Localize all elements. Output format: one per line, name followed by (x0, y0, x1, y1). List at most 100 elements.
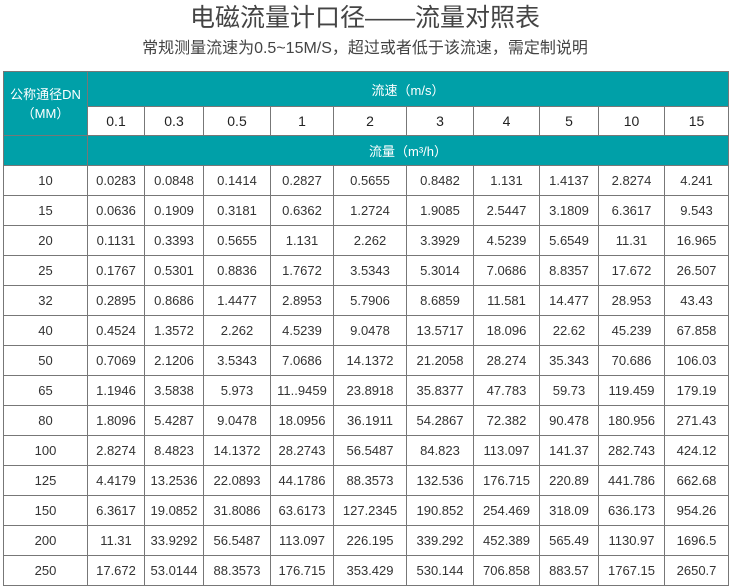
flow-cell: 0.7069 (87, 345, 145, 376)
flow-cell: 6.3617 (598, 195, 665, 226)
flow-cell: 53.0144 (144, 555, 204, 586)
flow-cell: 0.1909 (144, 195, 204, 226)
flow-cell: 17.672 (598, 255, 665, 286)
flow-cell: 35.8377 (406, 375, 474, 406)
flow-cell: 113.097 (473, 435, 540, 466)
flow-cell: 59.73 (539, 375, 599, 406)
flow-cell: 1.131 (473, 165, 540, 196)
velocity-cell: 1 (270, 106, 334, 136)
table-row: 65 1.1946 3.5838 5.973 11..9459 23.8918 35.837… (3, 375, 730, 406)
page-title: 电磁流量计口径——流量对照表 (189, 4, 540, 32)
flow-table: 公称通径DN （MM） 流速（m/s） 0.1 0.3 0.5 1 2 3 4 5 10 15 流… (3, 71, 730, 586)
dn-cell: 10 (3, 165, 88, 196)
flow-cell: 0.8686 (144, 285, 204, 316)
velocity-cell: 4 (473, 106, 540, 136)
flow-cell: 18.0956 (270, 405, 334, 436)
dn-cell: 15 (3, 195, 88, 226)
flow-cell: 954.26 (663, 495, 730, 526)
flow-cell: 54.2867 (406, 405, 474, 436)
dn-cell: 25 (3, 255, 88, 286)
flow-cell: 424.12 (663, 435, 730, 466)
flow-cell: 1.8096 (87, 405, 145, 436)
flow-cell: 106.03 (663, 345, 730, 376)
flow-cell: 36.1911 (333, 405, 407, 436)
table-row: 40 0.4524 1.3572 2.262 4.5239 9.0478 13.5717 18… (3, 315, 730, 346)
flow-cell: 70.686 (598, 345, 665, 376)
flow-header-blank (3, 135, 88, 166)
velocity-cell: 10 (598, 106, 665, 136)
flow-cell: 2.5447 (473, 195, 540, 226)
flow-cell: 180.956 (598, 405, 665, 436)
flow-cell: 4.241 (663, 165, 730, 196)
flow-cell: 33.9292 (144, 525, 204, 556)
flow-cell: 7.0686 (270, 345, 334, 376)
dn-cell: 50 (3, 345, 88, 376)
dn-cell: 40 (3, 315, 88, 346)
flow-cell: 441.786 (598, 465, 665, 496)
flow-cell: 21.2058 (406, 345, 474, 376)
flow-cell: 282.743 (598, 435, 665, 466)
flow-cell: 1767.15 (598, 555, 665, 586)
table-row: 250 17.672 53.0144 88.3573 176.715 353.429 530… (3, 555, 730, 586)
velocity-cell: 0.5 (203, 106, 271, 136)
flow-cell: 339.292 (406, 525, 474, 556)
flow-cell: 90.478 (539, 405, 599, 436)
flow-cell: 2.8953 (270, 285, 334, 316)
flow-cell: 5.6549 (539, 225, 599, 256)
dn-cell: 150 (3, 495, 88, 526)
flow-cell: 0.5655 (333, 165, 407, 196)
velocity-cell: 0.3 (144, 106, 204, 136)
velocity-cell: 3 (406, 106, 474, 136)
flow-cell: 84.823 (406, 435, 474, 466)
flow-cell: 2.8274 (598, 165, 665, 196)
table-row: 10 0.0283 0.0848 0.1414 0.2827 0.5655 0.8482 1.… (3, 165, 730, 196)
dn-cell: 125 (3, 465, 88, 496)
velocity-cell: 0.1 (87, 106, 145, 136)
flow-cell: 565.49 (539, 525, 599, 556)
flow-cell: 0.1131 (87, 225, 145, 256)
velocity-cell: 2 (333, 106, 407, 136)
flow-cell: 44.1786 (270, 465, 334, 496)
velocity-cell: 15 (663, 106, 730, 136)
table-row: 20 0.1131 0.3393 0.5655 1.131 2.262 3.3929 4.52… (3, 225, 730, 256)
flow-cell: 1.1946 (87, 375, 145, 406)
flow-cell: 0.1414 (203, 165, 271, 196)
flow-cell: 9.543 (663, 195, 730, 226)
flow-cell: 2650.7 (663, 555, 730, 586)
table-row: 25 0.1767 0.5301 0.8836 1.7672 3.5343 5.3014 7.… (3, 255, 730, 286)
flow-cell: 1.9085 (406, 195, 474, 226)
flow-cell: 3.5343 (203, 345, 271, 376)
flow-cell: 2.262 (333, 225, 407, 256)
flow-cell: 11.31 (87, 525, 145, 556)
flow-cell: 662.68 (663, 465, 730, 496)
flow-cell: 14.1372 (333, 345, 407, 376)
flow-cell: 0.2827 (270, 165, 334, 196)
flow-cell: 0.8836 (203, 255, 271, 286)
dn-cell: 65 (3, 375, 88, 406)
flow-cell: 26.507 (663, 255, 730, 286)
flow-cell: 0.2895 (87, 285, 145, 316)
flow-cell: 22.62 (539, 315, 599, 346)
flow-cell: 3.3929 (406, 225, 474, 256)
flow-cell: 8.6859 (406, 285, 474, 316)
flow-cell: 636.173 (598, 495, 665, 526)
flow-cell: 254.469 (473, 495, 540, 526)
flow-cell: 271.43 (663, 405, 730, 436)
flow-cell: 141.37 (539, 435, 599, 466)
flow-cell: 0.0283 (87, 165, 145, 196)
flow-cell: 88.3573 (333, 465, 407, 496)
flow-cell: 226.195 (333, 525, 407, 556)
flow-cell: 56.5487 (333, 435, 407, 466)
flow-cell: 2.1206 (144, 345, 204, 376)
flow-cell: 23.8918 (333, 375, 407, 406)
flow-cell: 0.5301 (144, 255, 204, 286)
flow-cell: 0.5655 (203, 225, 271, 256)
flow-cell: 13.2536 (144, 465, 204, 496)
flow-cell: 119.459 (598, 375, 665, 406)
flow-cell: 13.5717 (406, 315, 474, 346)
flow-cell: 318.09 (539, 495, 599, 526)
dn-header-line2: （MM） (21, 105, 70, 121)
flow-cell: 132.536 (406, 465, 474, 496)
flow-cell: 56.5487 (203, 525, 271, 556)
flow-cell: 176.715 (473, 465, 540, 496)
